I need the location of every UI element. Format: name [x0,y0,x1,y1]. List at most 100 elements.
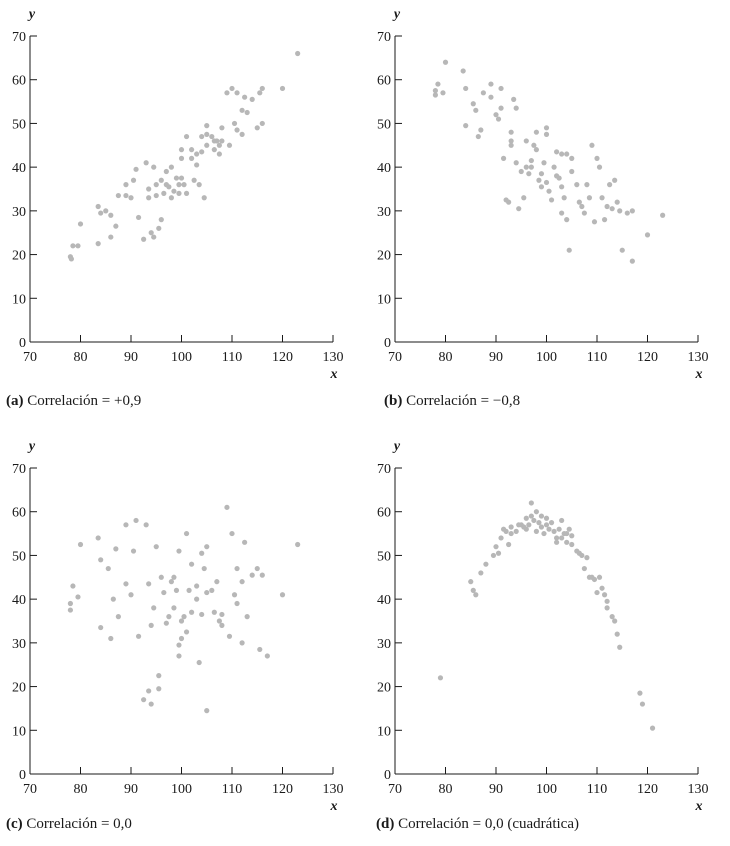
x-tick-label-d: 90 [489,782,503,797]
scatter-plot-a: 0 10 20 30 40 50 60 70 70 80 90 100 110 120 130 y x [12,7,344,382]
x-tick-label-d: 100 [536,782,557,797]
data-point-a [178,147,185,153]
data-point-b [470,101,476,107]
data-point-d [614,631,620,637]
data-point-b [498,85,504,92]
data-point-d [498,535,504,541]
data-point-d [533,509,539,515]
x-tick-label-d: 80 [439,782,453,797]
data-point-a [201,195,207,201]
data-point-d [601,592,608,598]
data-point-a [158,217,164,223]
data-point-b [508,138,514,144]
y-tick-label-a: 70 [12,30,26,45]
x-tick-label-d: 130 [688,782,709,797]
x-axis-title-d: x [695,799,703,814]
data-point-a [163,168,169,175]
data-point-a [239,107,245,113]
data-point-d [493,544,499,550]
data-point-b [660,212,666,218]
x-tick-label-b: 70 [388,350,402,365]
x-tick-label-c: 130 [323,782,344,797]
data-point-c [156,686,162,692]
data-point-c [264,653,270,659]
data-point-d [470,587,476,593]
data-point-d [437,675,444,681]
x-tick-label-a: 90 [124,350,138,365]
data-point-a [133,166,139,172]
x-tick-label-d: 70 [388,782,402,797]
data-point-a [95,203,101,210]
data-point-a [173,175,180,181]
data-point-c [239,640,245,646]
y-axis-title-b: y [392,7,401,22]
data-point-a [123,182,129,188]
y-tick-label-a: 50 [12,117,26,132]
y-tick-label-d: 40 [377,593,391,608]
data-point-a [70,243,76,249]
y-tick-label-b: 60 [377,74,391,89]
data-point-d [637,690,643,696]
data-point-c [70,583,76,589]
data-point-c [161,589,167,596]
data-point-b [538,184,545,190]
data-point-c [141,697,147,703]
y-tick-label-c: 0 [19,768,26,783]
data-point-c [211,609,217,615]
data-point-b [541,160,547,166]
data-point-b [644,232,651,238]
data-point-c [194,583,200,589]
data-point-b [559,151,565,157]
data-point-b [543,125,550,131]
data-point-d [543,515,550,521]
data-point-b [536,177,542,183]
data-point-a [77,221,84,227]
y-tick-label-c: 60 [12,506,26,521]
data-point-c [229,530,235,537]
caption-a-label: (a) [6,393,24,409]
data-point-a [68,256,75,262]
x-tick-label-a: 80 [74,350,88,365]
data-point-c [75,594,81,600]
data-point-d [483,561,489,567]
data-point-c [183,530,190,537]
data-point-d [468,579,474,585]
data-point-d [556,526,562,532]
data-point-a [279,85,286,92]
data-point-c [98,624,104,631]
data-point-c [151,605,157,611]
data-point-a [161,190,167,196]
x-tick-label-c: 90 [124,782,138,797]
data-point-d [612,618,618,624]
data-point-a [209,133,215,140]
x-tick-label-c: 70 [23,782,37,797]
data-point-b [591,219,598,225]
data-point-b [564,217,570,223]
data-point-c [123,522,129,528]
data-point-b [463,85,469,92]
data-point-a [219,125,225,131]
data-point-b [488,81,494,87]
data-point-c [181,614,187,620]
data-point-a [214,138,220,144]
data-point-d [533,528,539,534]
x-tick-label-c: 100 [171,782,192,797]
y-tick-label-b: 50 [377,117,391,132]
x-axis-title-a: x [330,367,338,382]
data-point-d [594,589,600,596]
data-point-c [115,614,121,620]
data-point-d [478,570,484,576]
data-point-a [257,90,263,96]
data-point-d [564,539,570,545]
data-point-d [596,574,603,580]
data-point-a [171,188,177,194]
data-point-d [528,500,534,506]
data-point-c [257,646,263,653]
data-point-b [538,171,545,177]
data-point-a [168,195,174,201]
data-point-d [473,592,479,598]
data-point-a [75,243,81,249]
data-point-b [559,184,565,190]
data-point-b [543,131,550,137]
data-point-a [239,131,245,137]
